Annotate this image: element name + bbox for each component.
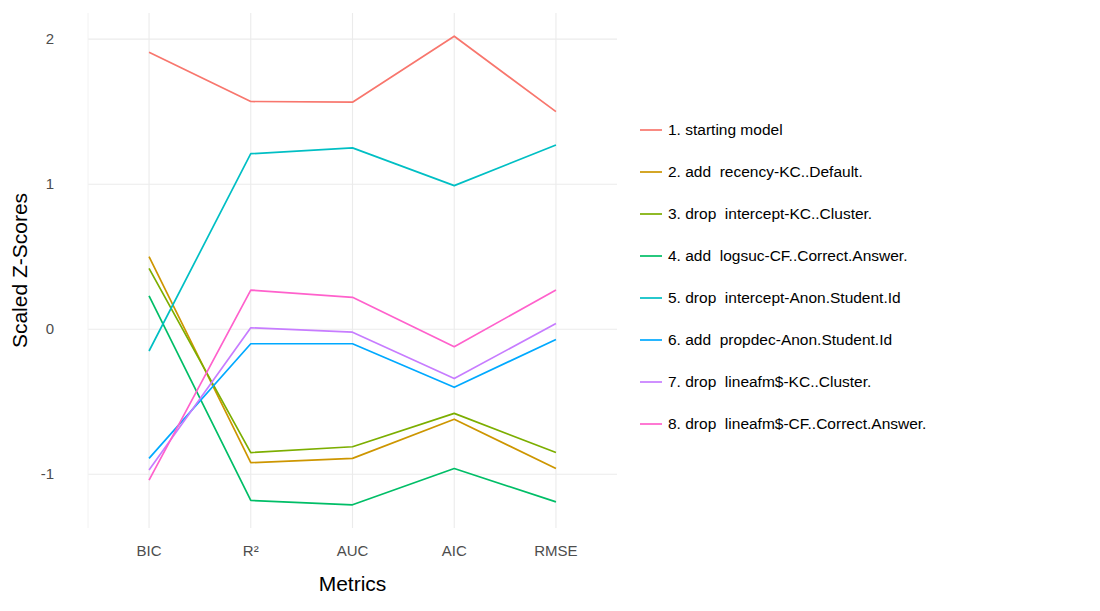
legend-key	[640, 129, 662, 131]
grid-line	[555, 13, 556, 528]
series-line	[149, 290, 556, 480]
grid-line	[352, 13, 353, 528]
y-tick-label: 0	[46, 320, 54, 337]
legend-label: 4. add logsuc-CF..Correct.Answer.	[668, 247, 908, 264]
legend-key	[640, 255, 662, 257]
series-line	[149, 323, 556, 470]
legend-key	[640, 171, 662, 173]
legend-label: 2. add recency-KC..Default.	[668, 163, 863, 180]
x-tick-label: AIC	[442, 542, 467, 559]
series-line	[149, 296, 556, 505]
legend-label: 3. drop intercept-KC..Cluster.	[668, 205, 872, 222]
legend-key	[640, 213, 662, 215]
legend-label: 6. add propdec-Anon.Student.Id	[668, 331, 892, 348]
y-tick-label: 1	[46, 175, 54, 192]
legend-label: 1. starting model	[668, 121, 783, 138]
x-tick-label: RMSE	[534, 542, 577, 559]
y-axis-title: Scaled Z-Scores	[8, 193, 31, 348]
x-tick-label: R²	[243, 542, 259, 559]
axis-line	[88, 13, 89, 528]
x-tick-label: AUC	[337, 542, 369, 559]
x-tick-label: BIC	[137, 542, 162, 559]
grid-line	[454, 13, 455, 528]
legend-label: 5. drop intercept-Anon.Student.Id	[668, 289, 901, 306]
x-axis-title: Metrics	[319, 572, 387, 595]
legend-key	[640, 381, 662, 383]
series-line	[149, 257, 556, 469]
series-line	[149, 145, 556, 351]
plot-area	[149, 36, 556, 505]
legend-key	[640, 297, 662, 299]
y-tick-label: 2	[46, 30, 54, 47]
y-tick-label: -1	[41, 465, 54, 482]
legend-key	[640, 339, 662, 341]
legend-label: 7. drop lineafm$-KC..Cluster.	[668, 373, 871, 390]
chart: -1 0 1 2 BIC R² AUC AIC RMSE Metrics Scaled Z-Scor…	[0, 0, 1100, 611]
series-line	[149, 36, 556, 111]
series-line	[149, 268, 556, 452]
legend-label: 8. drop lineafm$-CF..Correct.Answer.	[668, 415, 926, 432]
legend-key	[640, 423, 662, 425]
